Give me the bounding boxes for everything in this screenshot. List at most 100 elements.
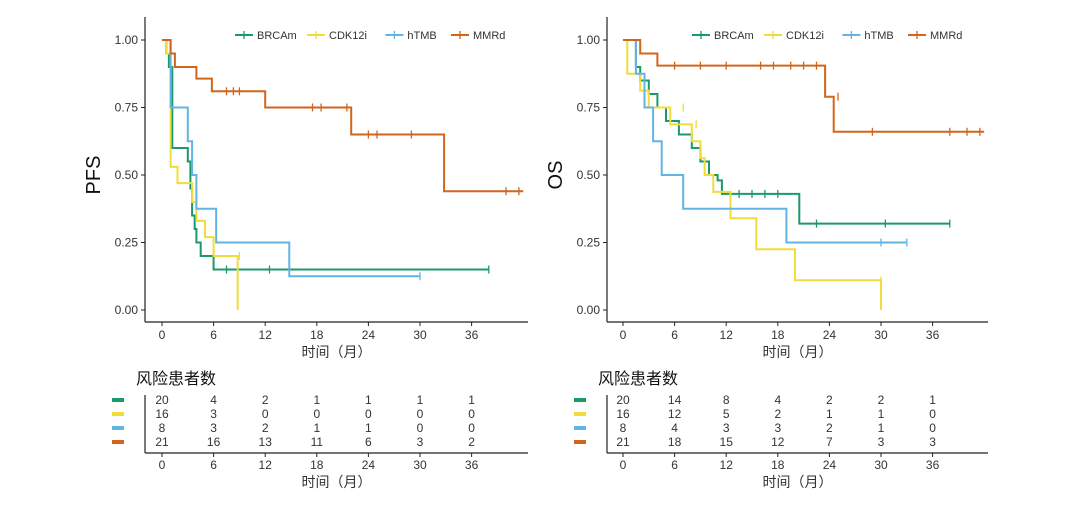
risk-count: 5 (723, 407, 730, 421)
y-tick-label: 1.00 (577, 33, 601, 47)
risk-x-axis-title: 时间（月） (763, 474, 833, 490)
x-axis-title: 时间（月） (302, 344, 372, 360)
risk-count: 3 (929, 435, 936, 449)
risk-count: 0 (468, 407, 475, 421)
legend: BRCAm CDK12i hTMB MMRd (235, 30, 505, 42)
y-tick-label: 0.75 (577, 101, 601, 115)
km-curve-mmrd (623, 39, 985, 133)
risk-count: 0 (929, 407, 936, 421)
series-htmb (162, 39, 421, 281)
risk-count: 4 (774, 393, 781, 407)
risk-count: 1 (313, 393, 320, 407)
risk-count: 8 (723, 393, 730, 407)
x-tick-label: 6 (671, 328, 678, 342)
risk-count: 16 (207, 435, 221, 449)
legend-item-mmrd: MMRd (908, 30, 962, 42)
x-tick-label: 18 (771, 328, 785, 342)
risk-x-tick-label: 18 (310, 458, 324, 472)
y-tick-label: 0.50 (115, 168, 139, 182)
risk-count: 0 (468, 421, 475, 435)
km-curve-brcam (162, 39, 489, 271)
x-tick-label: 36 (926, 328, 940, 342)
risk-count: 1 (365, 421, 372, 435)
risk-count: 0 (929, 421, 936, 435)
x-tick-label: 12 (259, 328, 273, 342)
x-tick-label: 6 (210, 328, 217, 342)
risk-x-tick-label: 6 (210, 458, 217, 472)
risk-x-tick-label: 12 (720, 458, 734, 472)
risk-count: 18 (668, 435, 682, 449)
y-tick-label: 0.25 (577, 236, 601, 250)
x-tick-label: 36 (465, 328, 479, 342)
y-tick-label: 0.00 (115, 303, 139, 317)
risk-count: 1 (365, 393, 372, 407)
risk-table-title: 风险患者数 (136, 370, 216, 388)
risk-x-tick-label: 24 (362, 458, 376, 472)
risk-count: 1 (826, 407, 833, 421)
risk-count: 20 (616, 393, 630, 407)
km-curve-cdk12i (623, 39, 882, 310)
risk-count: 2 (826, 421, 833, 435)
risk-count: 1 (878, 407, 885, 421)
risk-count: 1 (468, 393, 475, 407)
risk-count: 4 (210, 393, 217, 407)
risk-count: 3 (878, 435, 885, 449)
x-tick-label: 12 (720, 328, 734, 342)
legend-item-mmrd: MMRd (451, 30, 505, 42)
x-tick-label: 0 (159, 328, 166, 342)
legend-label: hTMB (407, 30, 436, 42)
risk-count: 8 (159, 421, 166, 435)
x-tick-label: 30 (413, 328, 427, 342)
y-tick-label: 0.75 (115, 101, 139, 115)
risk-x-tick-label: 0 (159, 458, 166, 472)
risk-count: 7 (826, 435, 833, 449)
risk-count: 4 (671, 421, 678, 435)
risk-count: 0 (365, 407, 372, 421)
legend-item-brcam: BRCAm (235, 30, 297, 42)
risk-x-tick-label: 12 (259, 458, 273, 472)
legend-label: CDK12i (329, 30, 367, 42)
km-curve-brcam (623, 39, 950, 225)
risk-count: 3 (210, 421, 217, 435)
risk-x-tick-label: 24 (823, 458, 837, 472)
risk-count: 20 (155, 393, 169, 407)
y-tick-label: 0.50 (577, 168, 601, 182)
risk-x-tick-label: 36 (926, 458, 940, 472)
risk-x-tick-label: 18 (771, 458, 785, 472)
x-axis-title: 时间（月） (763, 344, 833, 360)
risk-count: 21 (616, 435, 630, 449)
series-mmrd (162, 39, 524, 196)
risk-count: 1 (417, 393, 424, 407)
x-tick-label: 0 (620, 328, 627, 342)
risk-count: 2 (262, 393, 269, 407)
legend: BRCAm CDK12i hTMB MMRd (692, 30, 962, 42)
risk-count: 2 (468, 435, 475, 449)
risk-x-tick-label: 30 (413, 458, 427, 472)
km-curve-htmb (623, 39, 907, 244)
risk-count: 12 (771, 435, 785, 449)
legend-label: hTMB (864, 30, 893, 42)
risk-count: 2 (826, 393, 833, 407)
legend-label: CDK12i (786, 30, 824, 42)
legend-item-cdk12i: CDK12i (764, 30, 824, 42)
risk-row-swatch-mmrd (574, 440, 586, 444)
series-brcam (623, 39, 951, 228)
risk-count: 3 (774, 421, 781, 435)
risk-x-tick-label: 0 (620, 458, 627, 472)
risk-count: 6 (365, 435, 372, 449)
risk-count: 12 (668, 407, 682, 421)
legend-item-cdk12i: CDK12i (307, 30, 367, 42)
risk-row-swatch-cdk12i (574, 412, 586, 416)
risk-row-swatch-htmb (574, 426, 586, 430)
risk-x-tick-label: 36 (465, 458, 479, 472)
km-panel-os: 0.000.250.500.751.000 6 12 18 24 30 36时间（月）OSB… (545, 17, 988, 490)
legend-label: BRCAm (714, 30, 754, 42)
x-tick-label: 24 (362, 328, 376, 342)
risk-count: 0 (417, 407, 424, 421)
y-axis-title: PFS (83, 156, 105, 195)
risk-count: 16 (616, 407, 630, 421)
